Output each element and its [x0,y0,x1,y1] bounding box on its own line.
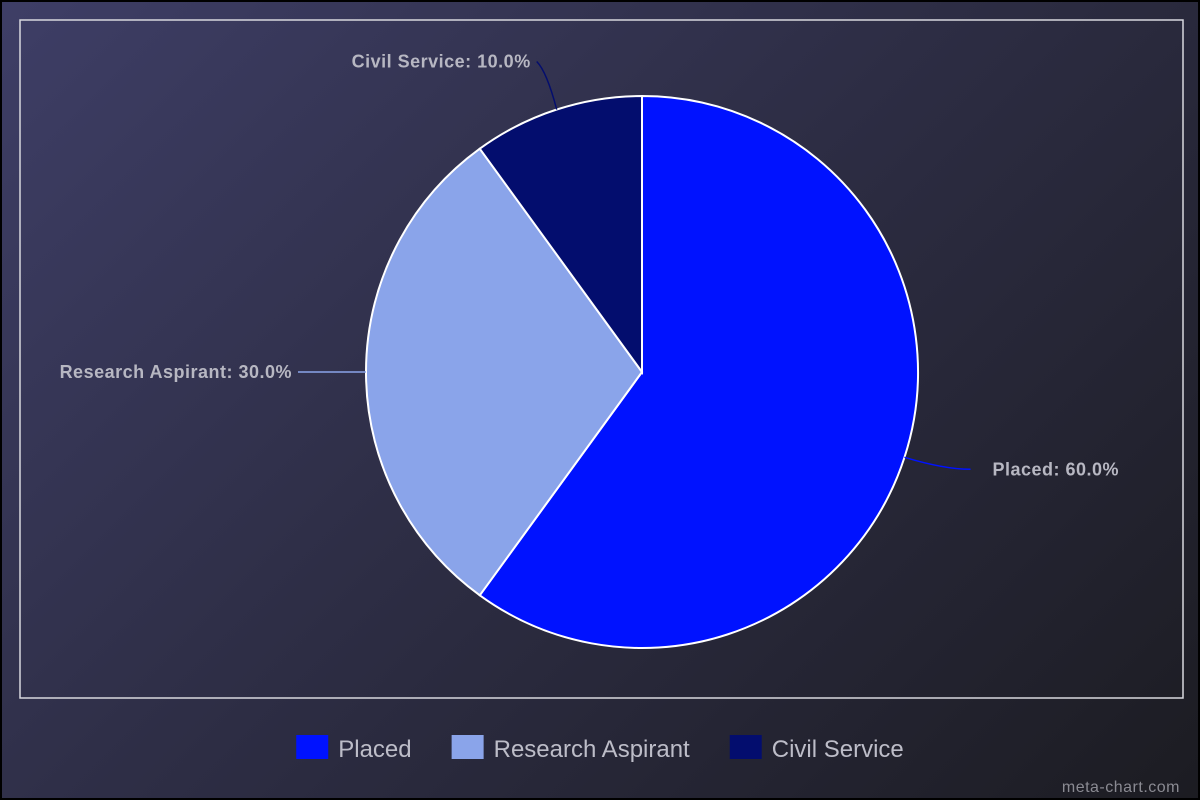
legend: Placed Research Aspirant Civil Service [296,735,904,763]
label-connector-civil-service [536,60,558,110]
legend-swatch-research-aspirant [451,735,484,759]
data-label-placed: Placed: 60.0% [992,459,1119,479]
slice-labels: Placed: 60.0% Research Aspirant: 30.0% Civ… [60,52,1119,480]
legend-label-civil-service: Civil Service [772,736,904,763]
label-connector-placed [904,456,971,471]
data-label-civil-service: Civil Service: 10.0% [352,52,531,72]
watermark: meta-chart.com [1062,779,1180,796]
legend-swatch-civil-service [729,735,762,759]
plot-area-border [19,19,1184,699]
data-label-research-aspirant: Research Aspirant: 30.0% [60,362,292,382]
legend-label-placed: Placed [338,736,411,763]
pie-slice-civil-service [478,94,643,376]
legend-swatch-placed [296,735,329,759]
legend-label-research-aspirant: Research Aspirant [494,736,690,763]
pie-slice-placed [478,94,919,649]
pie-slices [364,94,919,649]
